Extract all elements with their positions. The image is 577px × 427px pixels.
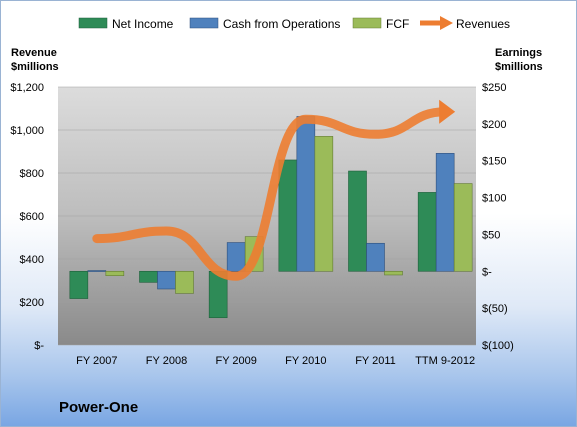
legend-label-revenues: Revenues: [456, 17, 510, 31]
right-tick-label: $250: [482, 82, 506, 94]
bar-fcf: [384, 270, 403, 276]
revenue-line-group: [92, 99, 456, 281]
legend-label-cash-from-operations: Cash from Operations: [223, 17, 340, 31]
bar-net-income: [278, 159, 298, 272]
left-axis-title-units: $millions: [11, 61, 59, 73]
left-tick-label: $800: [20, 168, 44, 180]
category-label: FY 2008: [146, 355, 187, 367]
right-tick-label: $(50): [482, 303, 508, 315]
bar-fcf: [175, 270, 194, 294]
right-tick-label: $200: [482, 119, 506, 131]
bar-net-income: [139, 270, 158, 283]
left-tick-label: $1,000: [10, 125, 44, 137]
category-label: FY 2010: [285, 355, 326, 367]
revenue-line: [92, 107, 450, 281]
revenue-arrowhead: [439, 99, 456, 124]
left-tick-label: $-: [34, 340, 44, 352]
right-tick-label: $(100): [482, 340, 514, 352]
bar-cash-from-operations: [157, 270, 176, 290]
left-axis-title: Revenue: [11, 47, 57, 59]
bar-cash-from-operations: [87, 270, 107, 272]
company-name: Power-One: [59, 399, 139, 416]
bar-net-income: [348, 170, 367, 272]
category-labels: FY 2007 FY 2008 FY 2009 FY 2010 FY 2011 TTM 9…: [76, 355, 475, 367]
legend-label-fcf: FCF: [386, 17, 409, 31]
bar-net-income: [417, 192, 437, 272]
bars: [69, 116, 473, 319]
category-label: FY 2011: [355, 355, 396, 367]
left-tick-label: $600: [20, 211, 44, 223]
bar-fcf: [105, 270, 125, 277]
legend-swatch-net-income: [78, 17, 108, 29]
bar-net-income: [69, 270, 89, 299]
bar-fcf: [314, 136, 334, 272]
right-axis-title-units: $millions: [495, 61, 543, 73]
legend-label-net-income: Net Income: [112, 17, 174, 31]
category-label: TTM 9-2012: [415, 355, 475, 367]
legend-swatch-fcf: [352, 17, 382, 29]
left-tick-label: $200: [20, 297, 44, 309]
category-label: FY 2007: [76, 355, 117, 367]
right-tick-label: $150: [482, 156, 506, 168]
bar-fcf: [453, 183, 473, 272]
bar-cash-from-operations: [435, 153, 455, 272]
left-tick-label: $400: [20, 254, 44, 266]
right-tick-label: $100: [482, 193, 506, 205]
left-axis-ticks: $- $200 $400 $600 $800 $1,000 $1,200: [10, 82, 44, 352]
right-axis-ticks: $(100) $(50) $- $50 $100 $150 $200 $250: [482, 82, 514, 352]
category-label: FY 2009: [215, 355, 256, 367]
bar-cash-from-operations: [296, 116, 316, 272]
left-tick-label: $1,200: [10, 82, 44, 94]
legend-swatch-revenues-arrowhead: [440, 16, 453, 30]
right-tick-label: $50: [482, 229, 500, 241]
legend: Net Income Cash from Operations FCF Reve…: [78, 16, 510, 31]
bar-cash-from-operations: [366, 242, 385, 272]
right-axis-title: Earnings: [495, 47, 542, 59]
legend-swatch-cash-from-operations: [189, 17, 219, 29]
right-tick-label: $-: [482, 266, 492, 278]
bar-cash-from-operations: [226, 242, 246, 272]
